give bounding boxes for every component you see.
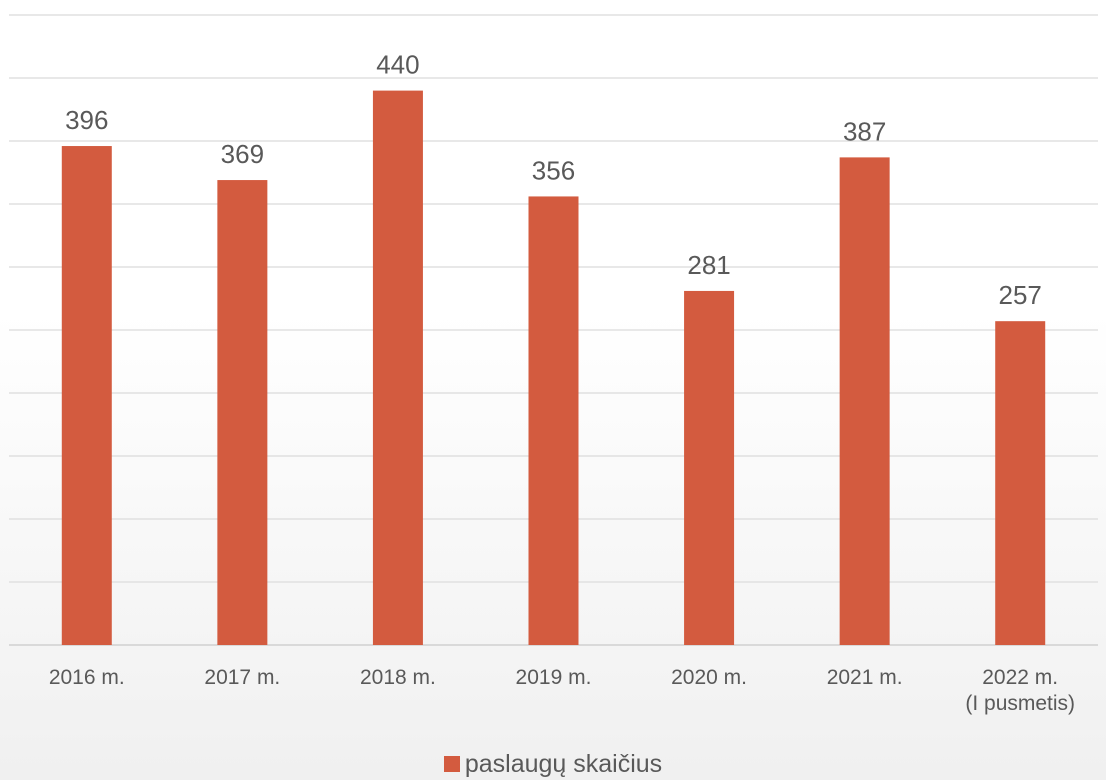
data-label: 356 [532, 155, 575, 185]
bar [61, 146, 112, 646]
data-label: 396 [65, 105, 108, 135]
bar [528, 196, 579, 645]
x-tick-label: 2016 m. [48, 666, 125, 689]
bar [839, 157, 890, 645]
x-tick-label: 2018 m. [359, 666, 436, 689]
legend-swatch [443, 756, 460, 772]
bar [995, 321, 1046, 645]
legend-label: paslaugų skaičius [464, 750, 663, 778]
data-label: 257 [999, 280, 1042, 310]
x-tick-label: 2022 m. (I pusmetis) [965, 666, 1076, 715]
bar [217, 180, 268, 645]
legend: paslaugų skaičius [0, 750, 1106, 779]
data-label: 440 [376, 50, 419, 80]
data-label: 369 [221, 139, 264, 169]
x-tick-label: 2017 m. [204, 666, 281, 689]
x-tick-label: 2019 m. [515, 666, 592, 689]
data-label: 387 [843, 116, 886, 146]
bar [684, 290, 735, 645]
x-tick-label: 2020 m. [671, 666, 747, 689]
bar [372, 90, 423, 646]
data-label: 281 [687, 250, 730, 280]
x-tick-label: 2021 m. [826, 666, 903, 689]
